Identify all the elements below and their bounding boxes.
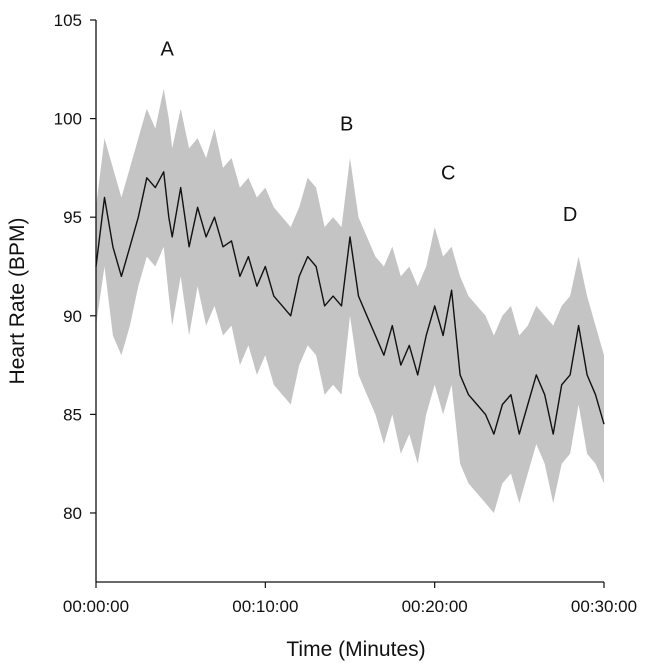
x-tick-label-10: 00:10:00 xyxy=(232,597,298,616)
annotation-b: B xyxy=(340,113,353,135)
y-axis-title: Heart Rate (BPM) xyxy=(6,218,29,385)
y-tick-label-95: 95 xyxy=(63,208,82,227)
mean-line-layer xyxy=(95,171,605,435)
y-tick-label-80: 80 xyxy=(63,504,82,523)
mean-heart-rate-line-0 xyxy=(95,171,605,435)
confidence-band-0 xyxy=(96,89,604,513)
x-tick-label-0: 00:00:00 xyxy=(63,597,129,616)
axes: 80 85 90 95 100 105 00:00:00 00:10:00 00:20:00 00… xyxy=(54,11,637,616)
y-tick-label-85: 85 xyxy=(63,405,82,424)
y-tick-label-105: 105 xyxy=(54,11,82,30)
x-tick-label-30: 00:30:00 xyxy=(571,597,637,616)
x-tick-label-20: 00:20:00 xyxy=(402,597,468,616)
y-tick-label-100: 100 xyxy=(54,110,82,129)
y-tick-label-90: 90 xyxy=(63,307,82,326)
annotation-a: A xyxy=(160,38,174,60)
confidence-band-layer xyxy=(96,89,604,513)
annotations: A B C D xyxy=(160,38,577,226)
x-axis-title: Time (Minutes) xyxy=(286,638,425,661)
annotation-c: C xyxy=(441,163,455,185)
annotation-d: D xyxy=(563,204,577,226)
